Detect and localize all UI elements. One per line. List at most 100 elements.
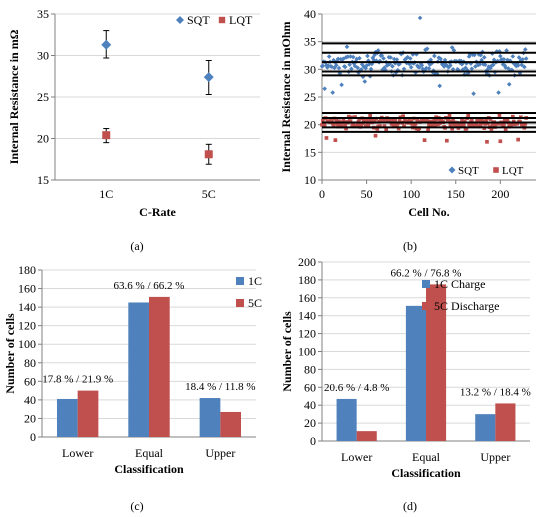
data-point <box>368 113 372 118</box>
data-point <box>329 64 335 70</box>
bar <box>220 411 242 437</box>
data-point <box>518 58 524 63</box>
data-point <box>330 90 335 95</box>
data-point <box>448 123 453 127</box>
y-tick-label: 80 <box>304 362 316 376</box>
data-point <box>450 66 456 72</box>
panel-label-c: (c) <box>130 499 143 513</box>
data-point <box>463 65 468 71</box>
x-axis-label: Cell No. <box>408 205 449 219</box>
legend-label: SQT <box>187 13 210 27</box>
data-point <box>441 64 447 69</box>
bar <box>56 398 78 437</box>
data-point <box>478 52 484 58</box>
data-point <box>469 66 475 72</box>
data-point <box>503 65 508 70</box>
data-point <box>436 55 442 60</box>
data-point <box>496 90 501 95</box>
panel-label-a: (a) <box>130 239 143 253</box>
data-point <box>101 39 112 50</box>
bar <box>405 305 426 441</box>
bar <box>495 403 516 441</box>
y-tick-label: 140 <box>298 309 316 323</box>
data-point <box>375 127 380 131</box>
y-tick-label: 180 <box>298 273 316 287</box>
data-point <box>496 121 501 126</box>
data-point <box>432 118 437 123</box>
data-point <box>396 126 401 131</box>
legend-label: 5C Discharge <box>434 299 499 313</box>
chart-panel-a: 15 20 25 30 35 1C 5C SQT LQT Internal Resistance … <box>7 7 260 219</box>
data-point <box>354 124 359 129</box>
data-point <box>471 91 476 96</box>
x-tick-label: 1C <box>99 187 113 201</box>
data-point <box>502 63 508 68</box>
legend-marker <box>176 16 184 24</box>
data-point <box>489 63 494 69</box>
data-point <box>515 121 520 126</box>
data-point <box>504 48 509 53</box>
data-point <box>370 55 376 61</box>
legend-marker <box>422 302 430 310</box>
data-point <box>505 117 510 122</box>
data-point <box>320 63 326 69</box>
x-tick-label: 100 <box>402 187 420 201</box>
data-point <box>510 121 514 126</box>
legend-label: SQT <box>458 165 479 177</box>
y-tick-label: 25 <box>37 90 49 104</box>
panel-label-b: (b) <box>403 239 417 253</box>
data-point <box>399 51 404 57</box>
y-axis-label: Number of cells <box>280 311 294 392</box>
data-point <box>472 52 477 58</box>
data-point <box>388 55 393 60</box>
data-point <box>460 118 464 122</box>
data-point <box>348 54 353 59</box>
y-tick-label: 30 <box>37 49 49 63</box>
data-point <box>427 62 433 67</box>
legend-label: 1C Charge <box>434 277 485 291</box>
data-point <box>424 65 429 71</box>
y-tick-label: 60 <box>24 374 36 388</box>
data-point <box>364 118 369 122</box>
data-point <box>477 62 483 67</box>
chart-panel-c: 0 20 40 60 80 100 120 140 160 180 Lower 17.8 % / 21… <box>3 263 262 476</box>
data-point <box>416 65 422 70</box>
data-point <box>321 118 325 123</box>
data-point <box>363 124 368 128</box>
annotation-label: 63.6 % / 66.2 % <box>114 280 185 292</box>
data-point <box>451 48 457 53</box>
data-point <box>410 122 414 126</box>
x-axis-label: C-Rate <box>139 205 176 219</box>
y-tick-label: 20 <box>37 132 49 146</box>
data-point <box>433 123 438 128</box>
data-point <box>391 124 396 129</box>
data-point <box>484 119 488 123</box>
data-point <box>390 118 395 122</box>
x-tick-label: 0 <box>319 187 325 201</box>
bar <box>356 431 377 441</box>
data-point <box>423 47 428 53</box>
data-point <box>358 67 364 72</box>
data-point <box>438 56 443 62</box>
y-tick-label: 120 <box>18 319 36 333</box>
data-point <box>372 52 377 58</box>
x-tick-label: 200 <box>491 187 509 201</box>
legend-label: 5C <box>248 296 262 310</box>
data-point <box>350 54 356 60</box>
data-point <box>419 62 425 68</box>
data-point <box>389 122 394 126</box>
bar <box>426 284 447 441</box>
data-point <box>510 54 516 59</box>
data-point <box>333 138 338 142</box>
data-point <box>437 83 442 89</box>
data-point <box>407 117 412 121</box>
data-point <box>502 122 506 127</box>
data-point <box>407 56 413 61</box>
bar <box>199 398 221 437</box>
bar <box>149 296 170 437</box>
legend-marker <box>236 299 244 307</box>
data-point <box>341 119 346 123</box>
data-point <box>368 66 374 72</box>
data-point <box>516 137 521 142</box>
data-point <box>378 124 382 128</box>
